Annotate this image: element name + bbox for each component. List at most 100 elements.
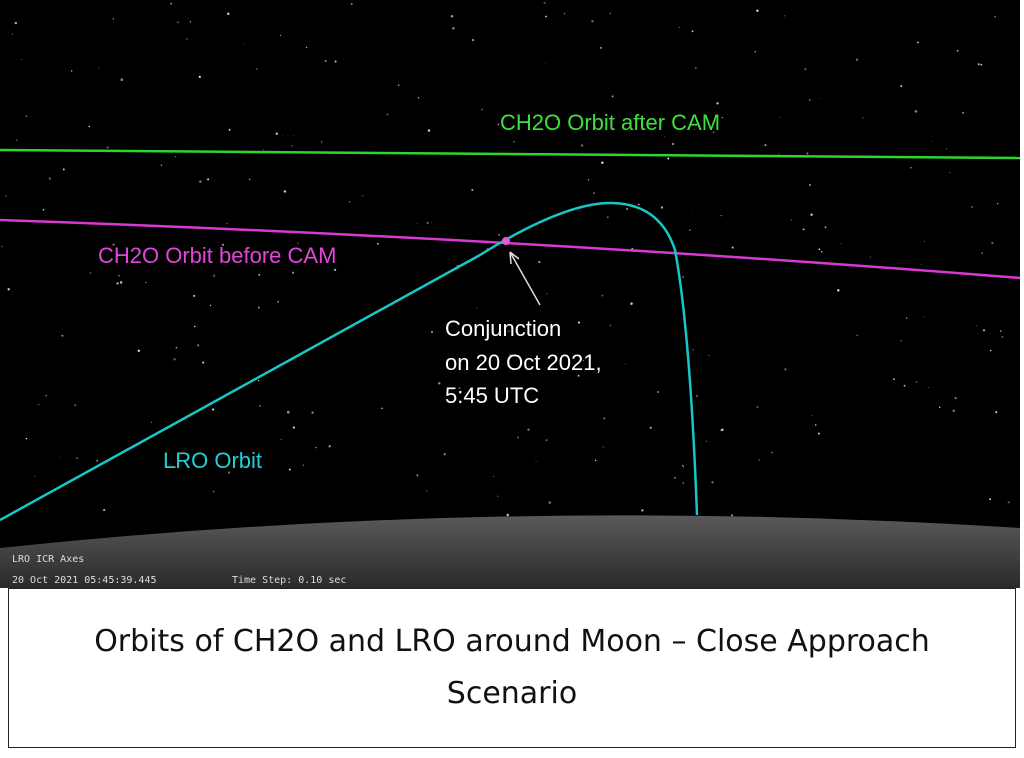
star (98, 67, 100, 69)
star (900, 339, 902, 342)
star (350, 3, 353, 6)
star (257, 306, 260, 309)
star (506, 513, 509, 517)
star (980, 63, 983, 66)
star (287, 410, 290, 414)
conjunction-point (502, 237, 510, 245)
star (1001, 336, 1004, 338)
star (61, 334, 64, 337)
star (548, 501, 551, 504)
star (527, 428, 530, 431)
star (150, 421, 152, 423)
star (516, 436, 520, 439)
star (802, 228, 805, 231)
star (386, 113, 389, 116)
star (692, 213, 694, 215)
star (145, 281, 147, 284)
star (915, 381, 918, 383)
star (302, 464, 305, 467)
star (280, 438, 282, 440)
star (248, 178, 251, 181)
star (721, 428, 724, 431)
star (333, 268, 337, 272)
label: CH2O Orbit before CAM (98, 243, 336, 268)
star (667, 157, 670, 160)
star (603, 417, 606, 420)
star (910, 166, 912, 169)
star (16, 139, 18, 141)
star (682, 466, 685, 468)
star (999, 330, 1002, 332)
star (1007, 501, 1011, 504)
star (577, 374, 580, 377)
star (324, 60, 327, 62)
star (243, 43, 245, 45)
star (599, 46, 603, 49)
star (25, 437, 28, 440)
star (790, 219, 792, 221)
star (328, 445, 331, 448)
scene: CH2O Orbit after CAM CH2O Orbit before C… (0, 0, 1021, 588)
star (282, 135, 284, 137)
star (545, 439, 548, 442)
star (731, 246, 734, 249)
star (996, 202, 999, 205)
arrow (509, 251, 541, 306)
stars (1, 1, 1011, 517)
star (692, 349, 694, 351)
star (820, 251, 823, 253)
star (682, 276, 685, 278)
star (602, 446, 605, 448)
star (497, 495, 499, 497)
star (362, 195, 364, 197)
star (923, 316, 925, 318)
star (577, 321, 580, 324)
star (625, 207, 629, 211)
star (42, 209, 45, 211)
star (545, 15, 548, 18)
star (116, 282, 119, 285)
star (59, 456, 61, 458)
star (678, 27, 680, 29)
orbit-before-cam (0, 218, 1021, 280)
star (173, 358, 176, 361)
star (995, 411, 998, 414)
star (11, 33, 13, 35)
star (160, 164, 163, 167)
star (438, 382, 441, 385)
star (292, 271, 295, 274)
star (784, 368, 787, 371)
star (820, 97, 822, 99)
star (893, 378, 895, 380)
star (291, 145, 293, 147)
star (720, 215, 722, 217)
star (305, 46, 308, 49)
moon-surface (0, 515, 1020, 588)
star (120, 78, 124, 81)
star (657, 391, 660, 393)
star (730, 514, 734, 517)
star (209, 304, 212, 307)
star (784, 15, 786, 17)
star (320, 141, 323, 143)
star (88, 125, 91, 128)
star (7, 288, 10, 291)
star (381, 407, 383, 410)
star (609, 12, 612, 15)
star (818, 432, 820, 435)
star (754, 50, 757, 53)
star (601, 161, 604, 164)
star (664, 136, 666, 138)
overlay-text: Time Step: 0.10 sec (232, 575, 346, 586)
star (673, 476, 676, 479)
star (649, 426, 652, 430)
star (257, 380, 260, 382)
star (594, 459, 597, 462)
star (810, 213, 813, 216)
star (806, 152, 809, 155)
star (186, 38, 188, 40)
star (638, 203, 640, 206)
star (417, 97, 420, 99)
star (660, 206, 664, 209)
star (778, 153, 780, 155)
